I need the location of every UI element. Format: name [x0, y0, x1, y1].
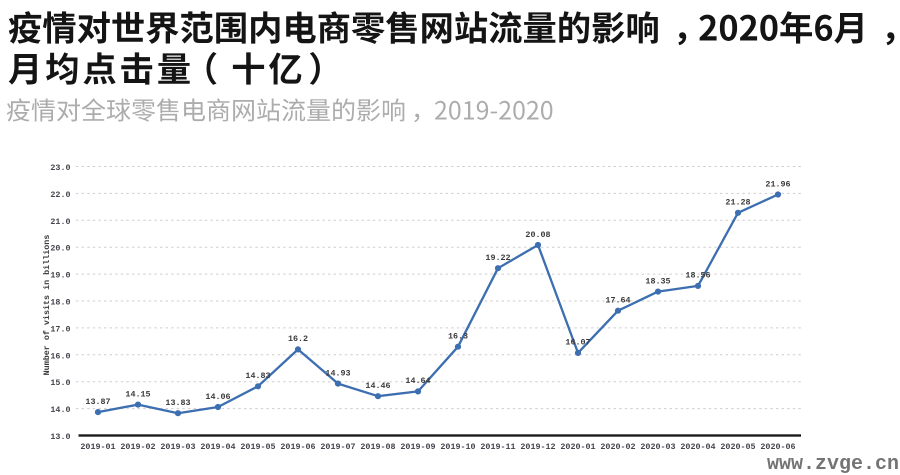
svg-text:18.35: 18.35: [645, 276, 670, 286]
svg-text:19.22: 19.22: [485, 253, 510, 263]
svg-text:16.07: 16.07: [565, 338, 590, 348]
svg-text:20.08: 20.08: [525, 230, 550, 240]
svg-text:15.0: 15.0: [50, 378, 70, 388]
svg-text:17.0: 17.0: [50, 324, 70, 334]
svg-text:21.28: 21.28: [725, 198, 750, 208]
svg-text:21.96: 21.96: [765, 179, 790, 189]
svg-text:16.2: 16.2: [288, 334, 308, 344]
svg-text:23.0: 23.0: [50, 163, 70, 173]
svg-text:2020-05: 2020-05: [720, 442, 755, 452]
svg-text:2020-03: 2020-03: [640, 442, 675, 452]
svg-text:2020-01: 2020-01: [560, 442, 595, 452]
svg-text:2020-06: 2020-06: [760, 442, 795, 452]
svg-text:18.0: 18.0: [50, 298, 70, 308]
svg-text:2019-09: 2019-09: [400, 442, 435, 452]
svg-text:13.87: 13.87: [85, 397, 110, 407]
svg-text:14.83: 14.83: [245, 371, 270, 381]
svg-text:14.64: 14.64: [405, 376, 430, 386]
svg-text:22.0: 22.0: [50, 190, 70, 200]
svg-text:2019-04: 2019-04: [200, 442, 235, 452]
svg-text:2019-10: 2019-10: [440, 442, 475, 452]
svg-text:2019-06: 2019-06: [280, 442, 315, 452]
svg-text:16.0: 16.0: [50, 351, 70, 361]
svg-text:2019-02: 2019-02: [120, 442, 155, 452]
svg-text:14.06: 14.06: [205, 392, 230, 402]
svg-text:14.0: 14.0: [50, 405, 70, 415]
svg-text:16.3: 16.3: [448, 332, 468, 342]
svg-text:14.46: 14.46: [365, 381, 390, 391]
svg-text:Number of visits in billions: Number of visits in billions: [42, 235, 52, 376]
svg-text:www.zvge.cn: www.zvge.cn: [767, 453, 899, 475]
svg-text:13.0: 13.0: [50, 432, 70, 442]
svg-text:17.64: 17.64: [605, 296, 630, 306]
svg-text:2019-12: 2019-12: [520, 442, 555, 452]
svg-text:2019-05: 2019-05: [240, 442, 275, 452]
svg-text:2019-01: 2019-01: [80, 442, 115, 452]
svg-text:2020-04: 2020-04: [680, 442, 715, 452]
svg-text:14.15: 14.15: [125, 389, 150, 399]
svg-text:2019-07: 2019-07: [320, 442, 355, 452]
svg-text:19.0: 19.0: [50, 271, 70, 281]
svg-text:14.93: 14.93: [325, 368, 350, 378]
svg-text:2020-02: 2020-02: [600, 442, 635, 452]
svg-text:2019-11: 2019-11: [480, 442, 515, 452]
svg-text:13.83: 13.83: [165, 398, 190, 408]
svg-text:2019-03: 2019-03: [160, 442, 195, 452]
svg-text:18.56: 18.56: [685, 271, 710, 281]
svg-text:21.0: 21.0: [50, 217, 70, 227]
svg-text:2019-08: 2019-08: [360, 442, 395, 452]
svg-text:20.0: 20.0: [50, 244, 70, 254]
